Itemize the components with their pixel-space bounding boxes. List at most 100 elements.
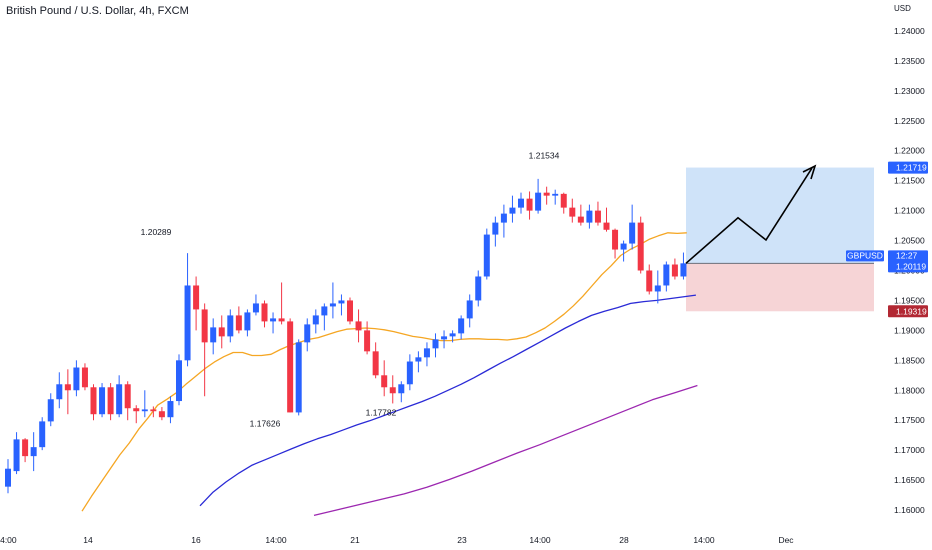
candle-body — [235, 315, 242, 331]
candle-body — [90, 387, 97, 415]
candle — [261, 300, 268, 328]
candle-body — [364, 330, 371, 352]
candle — [509, 195, 516, 223]
price-badge: 1.19319 — [888, 305, 928, 318]
candle — [295, 339, 302, 416]
price-badge: 1.21719 — [888, 161, 928, 174]
candle-body — [295, 342, 302, 413]
x-tick-label: 23 — [457, 535, 467, 545]
badge-time: 12:27 — [896, 250, 918, 260]
badge-box — [888, 305, 928, 318]
price-badge: GBPUSD 12:271.20119 — [846, 250, 928, 273]
candle-body — [654, 285, 661, 292]
candle-body — [176, 360, 182, 402]
candle — [432, 333, 439, 358]
profit-zone — [686, 167, 874, 264]
candle-body — [56, 384, 63, 400]
ema-slow-line — [313, 384, 698, 517]
candle — [364, 321, 371, 355]
candle-body — [210, 327, 217, 343]
badge-box — [888, 161, 928, 174]
x-tick-label: 21 — [350, 535, 360, 545]
candle — [535, 178, 542, 214]
price-badges: 1.21719 GBPUSD 12:271.20119 1.19319 — [846, 161, 928, 318]
y-tick-label: 1.20500 — [894, 236, 925, 246]
candle-body — [423, 348, 430, 358]
candle — [646, 264, 653, 295]
candle — [680, 252, 687, 280]
candle — [167, 396, 174, 424]
candle — [193, 276, 200, 331]
price-annotation: 1.17782 — [366, 407, 397, 417]
x-tick-label: 14:00 — [265, 535, 287, 545]
candle-body — [193, 285, 200, 310]
candle-body — [167, 401, 174, 418]
price-annotation: 1.17626 — [250, 419, 281, 429]
candle-body — [287, 321, 294, 413]
candle-body — [133, 408, 140, 412]
candle — [133, 405, 140, 424]
candle-body — [389, 387, 396, 394]
candle-body — [64, 384, 71, 391]
candle-body — [560, 193, 567, 208]
candle-body — [304, 324, 311, 343]
candle — [594, 201, 601, 226]
candle — [355, 309, 362, 343]
candle — [338, 294, 345, 316]
badge-price: 1.19319 — [896, 306, 927, 316]
candle-body — [586, 210, 593, 223]
candle — [47, 393, 54, 427]
candle — [347, 297, 353, 325]
symbol-tag — [846, 250, 884, 262]
candle-body — [432, 339, 439, 349]
projection-path — [685, 167, 813, 264]
candle-body — [141, 409, 148, 412]
candle — [13, 432, 20, 475]
price-annotation: 1.21534 — [529, 151, 560, 161]
candle — [218, 315, 225, 349]
candle — [663, 261, 670, 292]
candle — [227, 309, 234, 343]
candle — [577, 204, 584, 226]
candle-body — [492, 222, 499, 235]
candle-body — [116, 384, 123, 415]
candle — [176, 354, 182, 406]
candle-body — [500, 213, 507, 223]
candle-body — [509, 207, 516, 214]
candle-body — [629, 222, 636, 244]
candle-body — [458, 318, 465, 334]
symbol-label: GBPUSD — [847, 250, 883, 260]
x-tick-label: 16 — [191, 535, 201, 545]
candle-body — [441, 336, 448, 340]
candle — [612, 228, 619, 259]
candle — [235, 306, 242, 334]
candle-body — [329, 303, 336, 307]
candle-body — [73, 367, 80, 391]
candle-body — [381, 375, 388, 388]
candle — [466, 294, 473, 328]
candle-body — [278, 318, 285, 322]
loss-zone — [686, 263, 874, 312]
candle — [5, 459, 11, 494]
x-tick-label: 14:00 — [529, 535, 551, 545]
candle-body — [612, 229, 619, 250]
candle — [569, 198, 576, 223]
candle — [483, 228, 490, 280]
candle — [518, 192, 524, 214]
candle-body — [158, 411, 165, 418]
candle — [492, 216, 499, 247]
candle-body — [81, 367, 88, 388]
candle — [99, 383, 106, 418]
candle — [312, 309, 319, 334]
candle-body — [569, 207, 576, 217]
candle-body — [218, 327, 225, 337]
axes: 1.24000 1.23500 1.23000 1.22500 1.22000 1.215… — [0, 26, 925, 545]
candle-body — [13, 439, 20, 472]
candle-body — [47, 399, 54, 422]
candle-body — [124, 384, 131, 409]
candle-body — [406, 361, 413, 385]
candle — [39, 417, 46, 451]
candle — [629, 204, 636, 250]
candle-body — [39, 421, 46, 448]
